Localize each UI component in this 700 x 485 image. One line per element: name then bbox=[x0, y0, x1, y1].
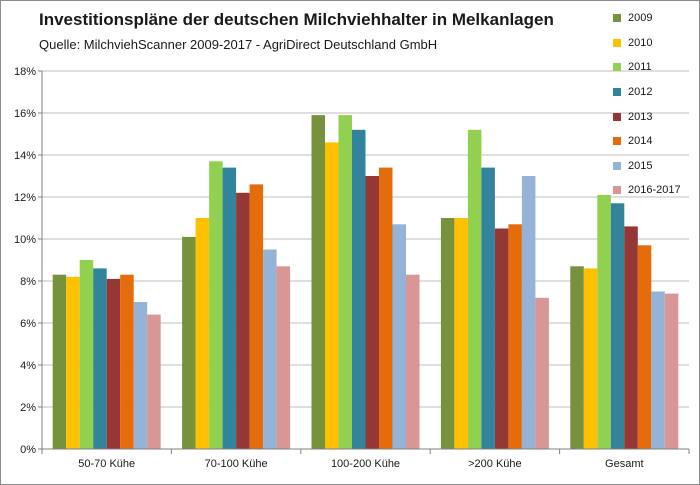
x-category-label: 50-70 Kühe bbox=[78, 458, 135, 470]
bar-2016-2017-2 bbox=[406, 274, 420, 449]
y-tick-label: 18% bbox=[14, 66, 36, 78]
bar-2015-1 bbox=[263, 249, 277, 449]
bar-2013-2 bbox=[365, 176, 379, 449]
y-tick-label: 16% bbox=[14, 108, 36, 120]
bar-2015-2 bbox=[392, 224, 406, 449]
bar-2010-1 bbox=[195, 218, 210, 449]
bar-2015-3 bbox=[521, 176, 536, 449]
bar-2009-2 bbox=[311, 115, 325, 449]
legend-swatch bbox=[613, 161, 621, 170]
legend-label: 2014 bbox=[628, 135, 653, 148]
chart-title: Investitionspläne der deutschen Milchvie… bbox=[39, 10, 554, 29]
legend-item: 2016-2017 bbox=[613, 178, 697, 203]
legend-item: 2012 bbox=[613, 80, 697, 105]
legend-swatch bbox=[613, 38, 621, 47]
bar-2012-3 bbox=[481, 167, 495, 449]
bar-2015-0 bbox=[133, 302, 148, 449]
bar-2011-0 bbox=[79, 260, 94, 449]
bar-2012-4 bbox=[610, 203, 625, 449]
bar-2016-2017-0 bbox=[147, 314, 161, 449]
legend-label: 2016-2017 bbox=[628, 184, 681, 197]
bar-2013-1 bbox=[236, 192, 250, 450]
legend-swatch bbox=[613, 137, 621, 146]
bar-2016-2017-3 bbox=[535, 297, 549, 449]
bar-2010-4 bbox=[583, 268, 598, 449]
y-tick-label: 4% bbox=[20, 360, 36, 372]
x-category-label: Gesamt bbox=[605, 458, 644, 470]
bar-2014-2 bbox=[379, 167, 393, 449]
x-category-label: >200 Kühe bbox=[468, 458, 522, 470]
bar-2009-0 bbox=[52, 274, 67, 449]
bar-2014-1 bbox=[249, 184, 264, 449]
legend-swatch bbox=[613, 63, 621, 72]
chart-legend: 2009 2010 2011 2012 2013 2014 2015 2016-2017 bbox=[613, 6, 697, 203]
bar-2011-4 bbox=[597, 194, 611, 449]
y-tick-label: 0% bbox=[20, 444, 36, 456]
bar-2012-0 bbox=[93, 268, 107, 449]
bar-2012-2 bbox=[352, 129, 366, 450]
bar-2009-3 bbox=[440, 218, 455, 449]
legend-item: 2014 bbox=[613, 129, 697, 154]
y-tick-label: 2% bbox=[20, 402, 36, 414]
legend-label: 2011 bbox=[628, 61, 652, 74]
legend-item: 2015 bbox=[613, 154, 697, 179]
bar-2010-3 bbox=[454, 218, 468, 449]
bar-2013-0 bbox=[106, 278, 121, 449]
y-tick-label: 10% bbox=[14, 234, 36, 246]
bar-2014-0 bbox=[120, 274, 134, 449]
legend-swatch bbox=[613, 88, 621, 97]
y-tick-label: 8% bbox=[20, 276, 36, 288]
bar-2016-2017-1 bbox=[276, 266, 291, 449]
y-tick-label: 12% bbox=[14, 192, 36, 204]
legend-item: 2013 bbox=[613, 104, 697, 129]
bar-2011-3 bbox=[467, 129, 482, 450]
y-tick-label: 6% bbox=[20, 318, 36, 330]
bar-2016-2017-4 bbox=[664, 293, 679, 449]
legend-label: 2010 bbox=[628, 36, 653, 49]
legend-item: 2010 bbox=[613, 31, 697, 56]
legend-item: 2009 bbox=[613, 6, 697, 31]
legend-label: 2013 bbox=[628, 110, 653, 123]
bar-2011-1 bbox=[209, 161, 223, 450]
bar-2012-1 bbox=[222, 167, 237, 449]
bar-2009-1 bbox=[182, 236, 196, 449]
bar-2014-4 bbox=[637, 245, 652, 449]
bar-2013-3 bbox=[494, 228, 509, 449]
legend-swatch bbox=[613, 186, 621, 195]
y-tick-label: 14% bbox=[14, 150, 36, 162]
chart-subtitle: Quelle: MilchviehScanner 2009-2017 - Agr… bbox=[39, 37, 438, 52]
bar-2015-4 bbox=[651, 291, 665, 449]
legend-label: 2015 bbox=[628, 159, 653, 172]
x-category-label: 100-200 Kühe bbox=[331, 458, 400, 470]
x-category-label: 70-100 Kühe bbox=[205, 458, 268, 470]
legend-label: 2012 bbox=[628, 86, 653, 99]
legend-swatch bbox=[613, 112, 621, 121]
bar-2011-2 bbox=[338, 115, 352, 449]
bar-2009-4 bbox=[570, 266, 584, 449]
legend-label: 2009 bbox=[628, 12, 653, 25]
bar-2014-3 bbox=[508, 224, 522, 449]
legend-item: 2011 bbox=[613, 55, 697, 80]
bar-2010-2 bbox=[325, 142, 339, 449]
bar-2010-0 bbox=[66, 276, 80, 449]
legend-swatch bbox=[613, 14, 621, 23]
bar-2013-4 bbox=[624, 226, 638, 449]
